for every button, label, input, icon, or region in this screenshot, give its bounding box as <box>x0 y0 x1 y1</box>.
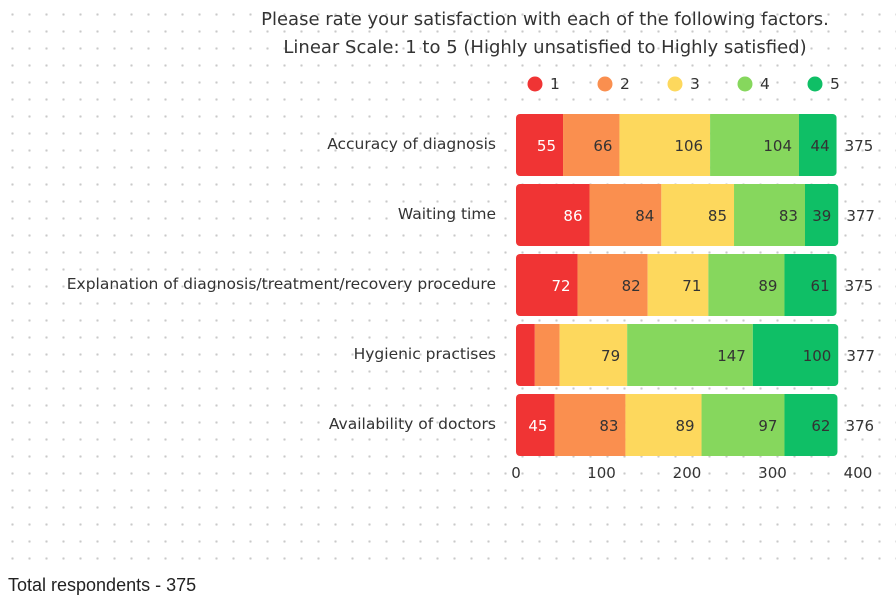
legend-swatch-3 <box>667 76 683 92</box>
x-tick-label: 200 <box>673 464 702 482</box>
bar-segments <box>516 324 839 386</box>
category-label: Waiting time <box>398 205 496 223</box>
data-label-4: 147 <box>717 347 746 365</box>
bar-segment-4 <box>627 324 753 386</box>
row-total-label: 377 <box>846 207 875 225</box>
bar-row-5: Availability of doctors 45 83 89 97 62 376 <box>329 394 874 456</box>
bar-segment-4 <box>708 254 785 316</box>
data-label-4: 97 <box>758 417 777 435</box>
bar-segment-4 <box>710 114 800 176</box>
bar-row-3: Explanation of diagnosis/treatment/recov… <box>67 254 874 316</box>
data-label-3: 89 <box>675 417 694 435</box>
data-label-5: 62 <box>811 417 830 435</box>
legend-label-4: 4 <box>760 75 770 93</box>
category-label: Explanation of diagnosis/treatment/recov… <box>67 275 496 293</box>
data-label-5: 39 <box>812 207 831 225</box>
bar-segment-2 <box>554 394 626 456</box>
bar-segment-2 <box>577 254 648 316</box>
category-label: Accuracy of diagnosis <box>327 135 496 153</box>
bar-row-4: Hygienic practises 79 147 100 377 <box>354 324 875 386</box>
legend-swatch-4 <box>737 76 753 92</box>
legend-label-5: 5 <box>830 75 840 93</box>
bar-segments <box>516 114 837 176</box>
bar-segment-1 <box>516 324 535 386</box>
chart-subtitle: Linear Scale: 1 to 5 (Highly unsatisfied… <box>283 37 806 58</box>
bar-segments <box>516 184 839 246</box>
data-label-5: 61 <box>811 277 830 295</box>
data-label-1: 72 <box>551 277 570 295</box>
bar-segments <box>516 254 837 316</box>
data-label-4: 104 <box>763 137 792 155</box>
data-label-2: 66 <box>593 137 612 155</box>
bar-row-1: Accuracy of diagnosis 55 66 106 104 44 375 <box>327 114 873 176</box>
x-tick-label: 100 <box>587 464 616 482</box>
bar-segment-3 <box>619 114 711 176</box>
row-total-label: 377 <box>846 347 875 365</box>
bar-segment-2 <box>534 324 560 386</box>
category-label: Availability of doctors <box>329 415 496 433</box>
legend: 1 2 3 4 5 <box>527 75 840 93</box>
total-respondents-note: Total respondents - 375 <box>8 575 197 595</box>
data-label-4: 83 <box>779 207 798 225</box>
bar-row-2: Waiting time 86 84 85 83 39 377 <box>398 184 875 246</box>
data-label-5: 100 <box>803 347 832 365</box>
data-label-5: 44 <box>811 137 830 155</box>
bar-segment-1 <box>516 254 578 316</box>
x-axis: 0 100 200 300 400 <box>511 464 872 482</box>
data-label-1: 86 <box>563 207 582 225</box>
bar-segment-5 <box>784 254 837 316</box>
row-total-label: 375 <box>845 277 874 295</box>
bar-segment-4 <box>701 394 785 456</box>
bar-segment-1 <box>516 184 590 246</box>
x-tick-label: 300 <box>758 464 787 482</box>
bar-segment-2 <box>563 114 620 176</box>
bars-group: Accuracy of diagnosis 55 66 106 104 44 375 Wait… <box>67 114 875 456</box>
legend-label-1: 1 <box>550 75 560 93</box>
bar-segment-5 <box>752 324 839 386</box>
data-label-2: 82 <box>622 277 641 295</box>
legend-swatch-1 <box>527 76 543 92</box>
data-label-1: 45 <box>528 417 547 435</box>
legend-swatch-5 <box>807 76 823 92</box>
bar-segment-4 <box>734 184 805 246</box>
data-label-3: 79 <box>601 347 620 365</box>
legend-label-3: 3 <box>690 75 700 93</box>
data-label-2: 84 <box>635 207 654 225</box>
data-label-4: 89 <box>758 277 777 295</box>
data-label-3: 106 <box>674 137 703 155</box>
row-total-label: 376 <box>845 417 874 435</box>
data-label-1: 55 <box>537 137 556 155</box>
stacked-bar-chart: Please rate your satisfaction with each … <box>67 9 875 482</box>
x-tick-label: 0 <box>511 464 521 482</box>
x-tick-label: 400 <box>844 464 873 482</box>
data-label-3: 85 <box>708 207 727 225</box>
data-label-2: 83 <box>599 417 618 435</box>
row-total-label: 375 <box>845 137 874 155</box>
bar-segment-1 <box>516 394 555 456</box>
legend-swatch-2 <box>597 76 613 92</box>
bar-segment-5 <box>799 114 837 176</box>
bar-segment-2 <box>589 184 662 246</box>
bar-segment-3 <box>647 254 709 316</box>
bar-segments <box>516 394 838 456</box>
chart-title: Please rate your satisfaction with each … <box>261 9 829 30</box>
legend-label-2: 2 <box>620 75 630 93</box>
bar-segment-5 <box>804 184 839 246</box>
bar-segment-3 <box>661 184 735 246</box>
bar-segment-3 <box>625 394 702 456</box>
bar-segment-5 <box>784 394 838 456</box>
category-label: Hygienic practises <box>354 345 496 363</box>
data-label-3: 71 <box>682 277 701 295</box>
bar-segment-3 <box>559 324 628 386</box>
bar-segment-1 <box>516 114 564 176</box>
